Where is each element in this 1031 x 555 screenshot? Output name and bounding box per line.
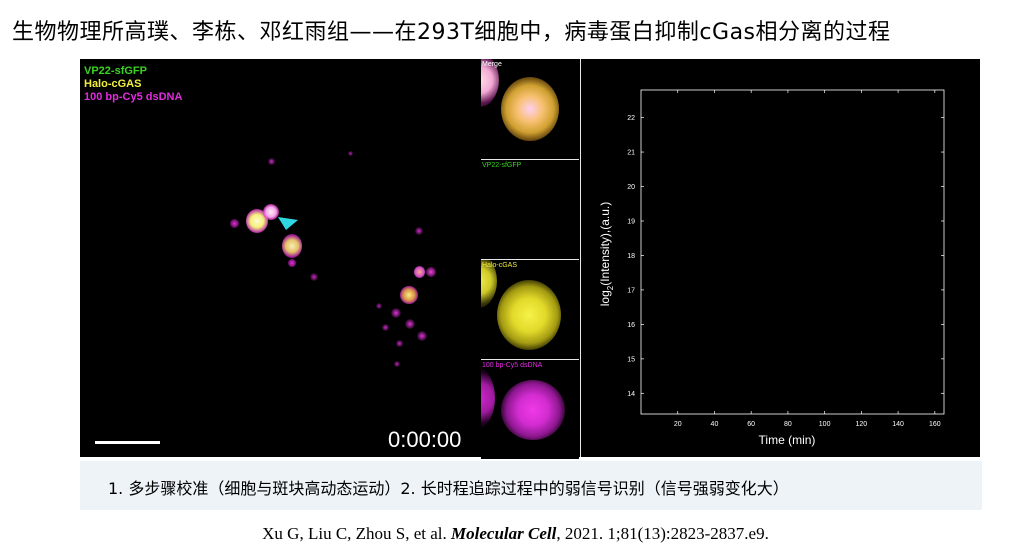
condensate-blob [481,260,497,308]
x-tick-label: 40 [711,421,719,428]
y-axis-title-base: log [598,290,612,306]
citation-journal: Molecular Cell [451,524,557,543]
x-tick-label: 60 [747,421,755,428]
condensate-blob [288,259,296,267]
x-tick-label: 100 [819,421,831,428]
condensate-blob [426,267,436,277]
caption-band: 1. 多步骤校准（细胞与斑块高动态运动）2. 长时程追踪过程中的弱信号识别（信号… [80,461,982,510]
y-tick-label: 21 [627,150,635,157]
y-tick-label: 18 [627,253,635,260]
condensate-blob [414,266,425,278]
x-tick-label: 80 [784,421,792,428]
y-axis-title: log2(Intensity),(a.u.) [598,202,615,307]
condensate-blob [263,204,279,220]
inset-dsdna: 100 bp-Cy5 dsDNA [481,360,579,459]
svg-text:log2(Intensity),(a.u.): log2(Intensity),(a.u.) [598,202,615,307]
condensate-blob [481,59,499,107]
condensate-blob [348,151,353,156]
legend-dsdna: 100 bp-Cy5 dsDNA [84,91,183,103]
condensate-blob [391,308,401,318]
slide-title: 生物物理所高璞、李栋、邓红雨组——在293T细胞中，病毒蛋白抑制cGas相分离的… [12,20,891,45]
y-tick-label: 19 [627,218,635,225]
x-tick-label: 140 [892,421,904,428]
inset-label: Halo-cGAS [482,262,518,269]
condensate-blob [268,158,275,165]
intensity-plot: Time (min) log2(Intensity),(a.u.) 20 40 60… [581,59,980,457]
plot-svg: Time (min) log2(Intensity),(a.u.) 20 40 60… [598,89,945,447]
citation: Xu G, Liu C, Zhou S, et al. Molecular Ce… [0,524,1031,544]
condensate-blob [400,286,418,304]
axis-ticks: 20 40 60 80 100 120 140 160 14 15 16 17 18 19 20 21 22 [627,90,944,428]
condensate-blob [376,303,382,309]
caption-text: 1. 多步骤校准（细胞与斑块高动态运动）2. 长时程追踪过程中的弱信号识别（信号… [108,479,789,498]
arrowhead-marker [278,217,298,230]
inset-divider [481,359,579,360]
y-axis-title-rest: (Intensity),(a.u.) [598,202,612,286]
condensate-blob [501,380,565,440]
inset-divider [481,159,579,160]
condensate-blob [497,280,561,350]
x-tick-label: 160 [929,421,941,428]
inset-vp22: VP22-sfGFP [481,160,579,259]
condensate-blob [230,219,239,228]
condensate-blob [417,331,427,341]
x-tick-label: 20 [674,421,682,428]
x-axis-title: Time (min) [759,433,816,447]
panel-divider [580,59,581,457]
plot-axes-box [640,89,945,415]
condensate-blob [405,319,415,329]
figure-panel: VP22-sfGFP Halo-cGAS 100 bp-Cy5 dsDNA 0:… [80,59,980,459]
legend-cgas: Halo-cGAS [84,78,142,90]
legend-vp22: VP22-sfGFP [84,65,147,77]
y-tick-label: 14 [627,391,635,398]
condensate-blob [415,227,423,235]
inset-divider [481,259,579,260]
condensate-blob [396,340,403,347]
inset-label: 100 bp-Cy5 dsDNA [482,362,543,369]
inset-merge: Merge [481,59,579,158]
inset-label: VP22-sfGFP [482,162,522,169]
condensate-blob [382,324,389,331]
inset-cgas: Halo-cGAS [481,260,579,359]
y-tick-label: 16 [627,322,635,329]
condensate-blob [310,273,318,281]
inset-label: Merge [482,61,502,68]
y-tick-label: 15 [627,356,635,363]
y-axis-title-sub: 2 [606,285,615,290]
y-tick-label: 17 [627,287,635,294]
y-tick-label: 20 [627,184,635,191]
y-tick-label: 22 [627,115,635,122]
condensate-blob [394,361,400,367]
timestamp: 0:00:00 [388,427,462,452]
scale-bar [95,441,160,444]
condensate-blob [481,368,495,428]
citation-authors: Xu G, Liu C, Zhou S, et al. [262,524,452,543]
x-tick-label: 120 [856,421,868,428]
citation-details: , 2021. 1;81(13):2823-2837.e9. [556,524,769,543]
condensate-blob [501,77,559,141]
microscopy-image: VP22-sfGFP Halo-cGAS 100 bp-Cy5 dsDNA 0:… [80,59,480,457]
condensate-blob [282,234,302,258]
condensate-blob [246,209,268,233]
